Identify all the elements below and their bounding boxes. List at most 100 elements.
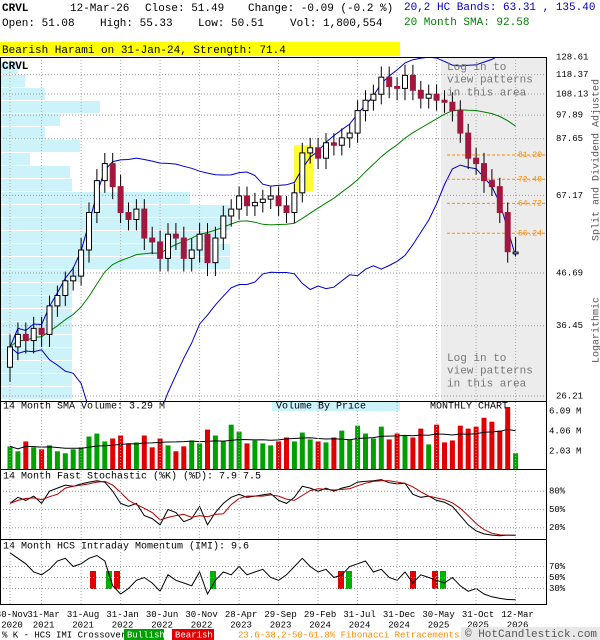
- vbp-bar: [0, 218, 230, 230]
- candle-body: [370, 93, 377, 101]
- volume-bar: [315, 441, 321, 470]
- bearish-cross: [338, 571, 344, 589]
- crossover-markers: [90, 571, 446, 589]
- panel-title: 14 Month HCS Intraday Momentum (IMI): 9.…: [3, 541, 249, 553]
- banner: [0, 42, 400, 56]
- volume: Vol: 1,800,554: [290, 18, 383, 30]
- panel-note: Volume By Price: [276, 401, 366, 413]
- x-tick-label: 31-Mar 2021: [27, 610, 59, 630]
- y-tick-label: 20%: [549, 523, 566, 533]
- candle-body: [46, 305, 53, 335]
- header: CRVL 12-Mar-26 Close: 51.49 Change: -0.0…: [2, 2, 595, 30]
- x-tick-label: 31-Aug 2021: [67, 610, 99, 630]
- bullish-cross: [210, 571, 216, 589]
- candle-body: [417, 89, 424, 99]
- volume-bar: [212, 435, 218, 470]
- volume-bar: [141, 435, 147, 470]
- overlay-note: Log in to view patterns in this area: [447, 353, 533, 390]
- candle-body: [496, 186, 503, 214]
- candle-body: [275, 195, 282, 207]
- vbp-bar: [0, 62, 18, 74]
- candle-body: [465, 132, 472, 159]
- candle-body: [38, 327, 45, 335]
- x-tick-label: 31-Jul 2024: [343, 610, 375, 630]
- candle-body: [244, 195, 250, 207]
- volume-bar: [347, 439, 353, 470]
- candle-body: [267, 195, 274, 200]
- candle-body: [504, 212, 511, 253]
- symbol: CRVL: [2, 3, 29, 15]
- vbp-bar: [0, 309, 72, 321]
- candle-body: [402, 74, 408, 89]
- panel-note: MONTHLY CHART: [430, 402, 508, 413]
- candle-body: [188, 249, 195, 259]
- y-tick-label: 6.09 M: [549, 406, 581, 416]
- volume-bar: [284, 437, 289, 470]
- volume-bar: [410, 437, 416, 470]
- candle-body: [101, 163, 108, 182]
- volume-bar: [15, 451, 21, 470]
- volume-bar: [94, 433, 100, 470]
- vbp-bar: [0, 270, 80, 282]
- x-tick-label: 30-Nov 2022: [185, 610, 218, 630]
- y-tick-label: 97.89: [556, 111, 583, 121]
- volume-bar: [442, 442, 447, 470]
- bullish-tag: [124, 629, 164, 640]
- x-tick-label: 29-Sep 2023: [264, 610, 296, 630]
- footer-label: % K - HCS IMI Crossover:: [2, 630, 132, 640]
- volume-bar: [149, 447, 155, 470]
- credit: © HotCandlestick.com: [465, 629, 597, 640]
- candle-body: [220, 215, 227, 239]
- y-tick-label: 118.37: [556, 70, 588, 80]
- vbp-bar: [0, 387, 72, 399]
- candle-body: [315, 147, 322, 159]
- volume-bar: [402, 435, 408, 470]
- candle-body: [481, 163, 487, 182]
- volume-bar: [78, 447, 84, 470]
- series-line: [9, 552, 516, 601]
- candle-body: [473, 157, 480, 165]
- candle-body: [299, 152, 306, 194]
- volume-bar: [505, 406, 511, 470]
- bullish-cross: [440, 571, 446, 589]
- volume-bar: [370, 438, 376, 470]
- sma-line: [9, 109, 516, 348]
- candle-body: [212, 237, 219, 264]
- volume-bar: [205, 429, 210, 470]
- candle-body: [488, 180, 495, 188]
- candle-body: [228, 208, 235, 217]
- volume-bar: [323, 442, 329, 470]
- vbp-bar: [0, 231, 220, 243]
- vbp-bar: [0, 101, 100, 113]
- y-tick-label: 26.21: [556, 391, 583, 401]
- volume-bar: [86, 436, 92, 470]
- candle-body: [165, 233, 171, 259]
- candle-body: [133, 208, 140, 220]
- candle-body: [259, 198, 266, 203]
- candle-body: [93, 180, 100, 214]
- x-tick-label: 28-Apr 2023: [225, 610, 257, 630]
- frame: [0, 539, 547, 605]
- candle-body: [330, 142, 337, 146]
- volume-bar: [23, 441, 29, 470]
- candle-body: [204, 233, 211, 264]
- volume-bar: [386, 439, 392, 470]
- credit-bg: [461, 627, 600, 640]
- fib-label: 81.20: [518, 151, 542, 160]
- vbp-tag: [272, 401, 400, 411]
- x-tick-label: 29-Feb 2024: [304, 610, 336, 630]
- fib-label: 23.6-38.2-50-61.8% Fibonacci Retracement…: [238, 630, 459, 640]
- date: 12-Mar-26: [70, 3, 129, 15]
- volume-bar: [513, 453, 519, 470]
- vbp-bar: [0, 140, 80, 152]
- vbp-bar: [0, 153, 30, 165]
- candle-body: [54, 295, 61, 307]
- vbp-bar: [0, 244, 230, 256]
- panel-title: 14 Month SMA Volume: 3.29 M: [3, 401, 165, 413]
- volume-bar: [457, 425, 463, 470]
- candle-body: [86, 212, 92, 251]
- candle-body: [196, 233, 203, 251]
- lower-band: [9, 164, 517, 402]
- candle-body: [449, 101, 456, 112]
